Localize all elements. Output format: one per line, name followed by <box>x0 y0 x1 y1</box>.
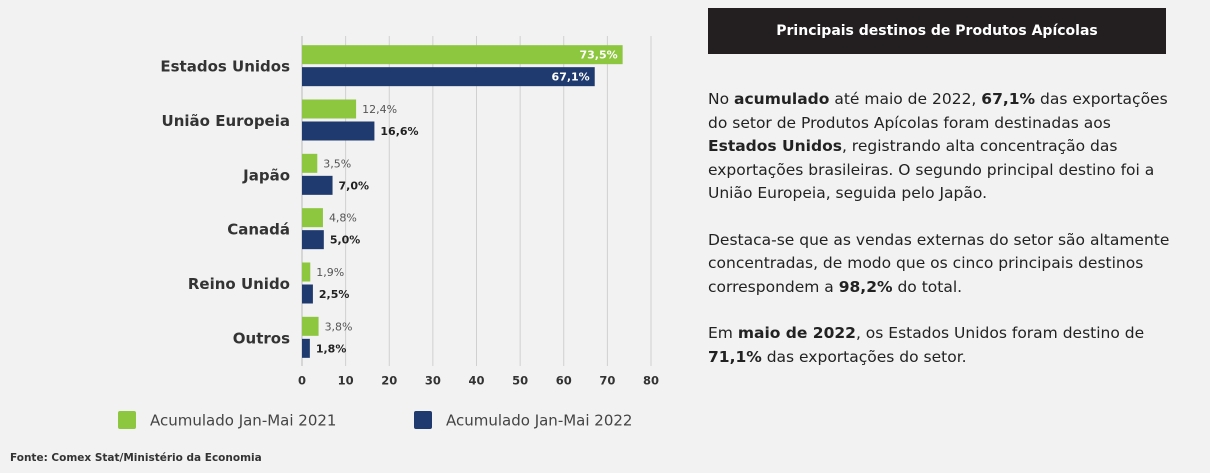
x-tick-label: 40 <box>468 374 484 388</box>
category-label: Japão <box>242 166 290 184</box>
panel-text: No acumulado até maio de 2022, 67,1% das… <box>708 88 1178 392</box>
bar <box>302 208 323 228</box>
x-tick-label: 30 <box>425 374 441 388</box>
text-run: até maio de 2022, <box>829 90 982 108</box>
value-label: 3,5% <box>323 157 351 170</box>
bar <box>302 45 623 65</box>
bar <box>302 67 595 87</box>
legend-label: Acumulado Jan-Mai 2022 <box>446 412 632 430</box>
value-label: 1,8% <box>316 342 347 355</box>
text-run: 67,1% <box>981 90 1036 108</box>
paragraph: No acumulado até maio de 2022, 67,1% das… <box>708 88 1178 206</box>
text-run: 71,1% <box>708 347 762 366</box>
value-label: 3,8% <box>325 320 353 333</box>
bar <box>302 175 333 195</box>
x-tick-label: 0 <box>298 374 306 388</box>
legend-swatch <box>414 411 432 429</box>
x-tick-label: 10 <box>338 374 354 388</box>
text-run: das exportações do setor. <box>761 347 967 366</box>
value-label: 73,5% <box>579 49 617 62</box>
text-run: acumulado <box>734 90 830 108</box>
category-label: União Europeia <box>162 112 290 130</box>
text-run: , registrando alta concentração das expo… <box>708 137 1155 202</box>
bar <box>302 121 375 141</box>
paragraph: Destaca-se que as vendas externas do set… <box>708 229 1178 300</box>
bar <box>302 262 311 282</box>
source: Fonte: Comex Stat/Ministério da Economia <box>10 452 262 464</box>
bar <box>302 153 318 173</box>
value-label: 12,4% <box>362 103 397 116</box>
value-label: 7,0% <box>339 179 370 192</box>
value-label: 67,1% <box>552 71 590 84</box>
x-tick-label: 80 <box>643 374 659 388</box>
category-label: Reino Unido <box>188 275 290 293</box>
text-run: das exportações do setor de Produtos Apí… <box>708 90 1168 132</box>
x-tick-label: 60 <box>556 374 572 388</box>
x-tick-label: 50 <box>512 374 528 388</box>
panel-title: Principais destinos de Produtos Apícolas <box>708 8 1166 54</box>
text-run: , os Estados Unidos foram destino de <box>855 324 1145 342</box>
bar <box>302 99 357 119</box>
bar <box>302 230 324 250</box>
value-label: 1,9% <box>316 266 344 279</box>
text-run: maio de 2022 <box>737 324 856 342</box>
category-label: Canadá <box>227 221 290 239</box>
text-run: No <box>708 90 735 108</box>
text-run: Estados Unidos <box>708 137 842 155</box>
bar <box>302 284 313 304</box>
chart: Fonte: Comex Stat/Ministério da Economia… <box>10 36 659 464</box>
bar <box>302 316 319 336</box>
legend-label: Acumulado Jan-Mai 2021 <box>150 412 336 430</box>
bar <box>302 338 310 358</box>
paragraph: Em maio de 2022, os Estados Unidos foram… <box>708 322 1178 369</box>
x-tick-label: 20 <box>381 374 397 388</box>
value-label: 16,6% <box>380 125 418 138</box>
value-label: 4,8% <box>329 212 357 225</box>
category-label: Estados Unidos <box>160 58 290 76</box>
value-label: 2,5% <box>319 288 350 301</box>
category-label: Outros <box>233 329 290 347</box>
text-run: Destaca-se que as vendas externas do set… <box>708 230 1170 296</box>
x-tick-label: 70 <box>599 374 615 388</box>
text-run: do total. <box>892 277 963 296</box>
value-label: 5,0% <box>330 234 361 247</box>
text-run: Em <box>708 324 738 342</box>
text-run: 98,2% <box>838 277 893 296</box>
legend-swatch <box>118 411 136 429</box>
